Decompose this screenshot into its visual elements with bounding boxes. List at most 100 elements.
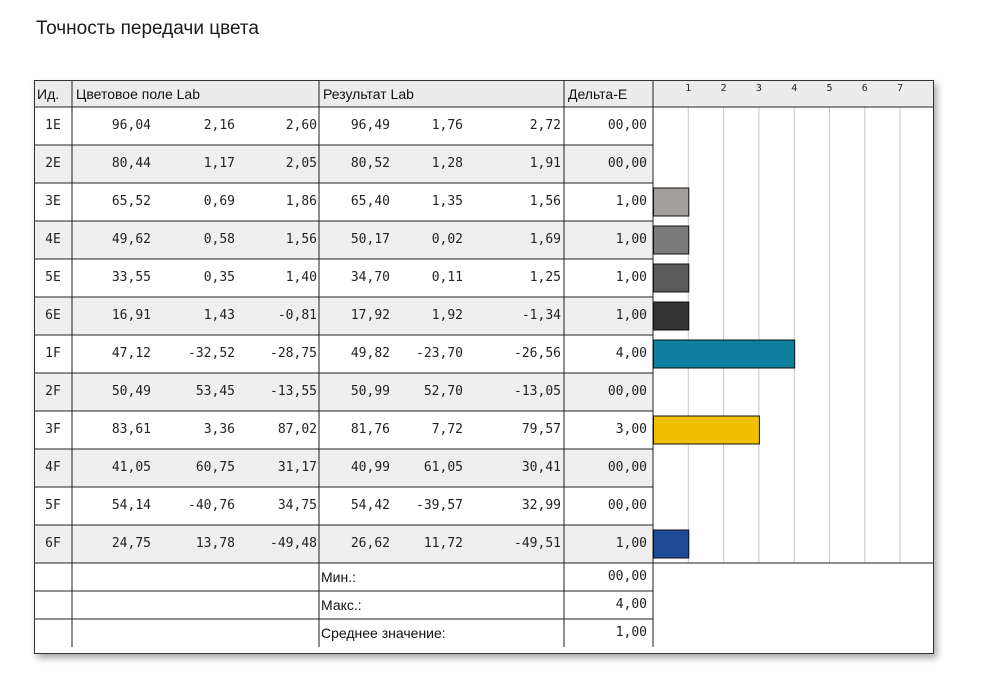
result-lab-value: 50,99: [350, 384, 390, 399]
result-lab-value: 0,11: [431, 270, 463, 285]
delta-e-value: 00,00: [607, 498, 647, 513]
target-lab-value: 1,86: [285, 194, 317, 209]
result-lab-value: 7,72: [431, 422, 463, 437]
table-row-background: [35, 449, 653, 487]
target-lab-value: 53,45: [195, 384, 235, 399]
x-tick-label: 4: [791, 83, 798, 94]
result-lab-value: 79,57: [521, 422, 561, 437]
result-lab-value: 1,91: [529, 156, 561, 171]
result-lab-value: -49,51: [514, 536, 561, 551]
delta-e-value: 1,00: [615, 194, 647, 209]
target-lab-value: 1,40: [285, 270, 317, 285]
chart-bar-1f: [653, 339, 796, 369]
delta-e-value: 3,00: [615, 422, 647, 437]
target-lab-value: 2,16: [203, 118, 235, 133]
row-id: 4F: [45, 460, 61, 475]
result-lab-value: 54,42: [350, 498, 390, 513]
target-lab-value: 1,56: [285, 232, 317, 247]
result-lab-value: 65,40: [350, 194, 390, 209]
target-lab-value: 1,17: [203, 156, 235, 171]
delta-e-value: 00,00: [607, 118, 647, 133]
chart-bar-3f: [653, 415, 760, 445]
result-lab-value: 49,82: [350, 346, 390, 361]
target-lab-value: 80,44: [111, 156, 151, 171]
row-id: 6E: [45, 308, 61, 323]
result-lab-value: 1,25: [529, 270, 561, 285]
table-row-background: [35, 525, 653, 563]
target-lab-value: -49,48: [270, 536, 317, 551]
target-lab-value: -28,75: [270, 346, 317, 361]
summary-value: 00,00: [607, 569, 647, 584]
page-title: Точность передачи цвета: [36, 18, 259, 39]
table-row-background: [35, 297, 653, 335]
summary-label: Мин.:: [321, 569, 356, 585]
row-id: 6F: [45, 536, 61, 551]
result-lab-value: 30,41: [521, 460, 561, 475]
chart-bar-5e: [653, 263, 690, 293]
row-id: 2F: [45, 384, 61, 399]
row-id: 5E: [45, 270, 61, 285]
delta-e-value: 00,00: [607, 460, 647, 475]
result-lab-value: 26,62: [350, 536, 390, 551]
result-lab-value: -26,56: [514, 346, 561, 361]
chart-bar-6f: [653, 529, 690, 559]
delta-e-value: 1,00: [615, 232, 647, 247]
target-lab-value: -40,76: [188, 498, 235, 513]
target-lab-value: -0,81: [277, 308, 317, 323]
x-tick-label: 7: [897, 83, 904, 94]
target-lab-value: 49,62: [111, 232, 151, 247]
target-lab-value: 47,12: [111, 346, 151, 361]
header-background: [35, 81, 933, 107]
summary-value: 1,00: [615, 625, 647, 640]
row-id: 1F: [45, 346, 61, 361]
target-lab-value: 1,43: [203, 308, 235, 323]
table-row-background: [35, 259, 653, 297]
target-lab-value: 83,61: [111, 422, 151, 437]
target-lab-value: 24,75: [111, 536, 151, 551]
target-lab-value: 2,05: [285, 156, 317, 171]
result-lab-value: 1,76: [431, 118, 463, 133]
row-id: 2E: [45, 156, 61, 171]
target-lab-value: 65,52: [111, 194, 151, 209]
table-row-background: [35, 335, 653, 373]
result-lab-value: -13,05: [514, 384, 561, 399]
target-lab-value: 33,55: [111, 270, 151, 285]
x-tick-label: 5: [826, 83, 833, 94]
result-lab-value: 1,69: [529, 232, 561, 247]
target-lab-value: 16,91: [111, 308, 151, 323]
delta-e-value: 4,00: [615, 346, 647, 361]
x-tick-label: 1: [685, 83, 692, 94]
color-accuracy-table: Ид. Цветовое поле Lab Результат Lab Дель…: [34, 80, 934, 654]
row-id: 1E: [45, 118, 61, 133]
result-lab-value: 0,02: [431, 232, 463, 247]
chart-bar-4e: [653, 225, 690, 255]
table-row-background: [35, 221, 653, 259]
header-delta-e: Дельта-E: [568, 86, 628, 102]
row-id: 3F: [45, 422, 61, 437]
result-lab-value: 1,35: [431, 194, 463, 209]
target-lab-value: 96,04: [111, 118, 151, 133]
table-row-background: [35, 145, 653, 183]
table-row-background: [35, 373, 653, 411]
x-tick-label: 6: [861, 83, 868, 94]
target-lab-value: -13,55: [270, 384, 317, 399]
table-row-background: [35, 183, 653, 221]
table-row-background: [35, 411, 653, 449]
result-lab-value: -23,70: [416, 346, 463, 361]
result-lab-value: 11,72: [423, 536, 463, 551]
summary-value: 4,00: [615, 597, 647, 612]
target-lab-value: 0,58: [203, 232, 235, 247]
result-lab-value: 52,70: [423, 384, 463, 399]
result-lab-value: -39,57: [416, 498, 463, 513]
target-lab-value: 34,75: [277, 498, 317, 513]
result-lab-value: -1,34: [521, 308, 561, 323]
target-lab-value: 0,35: [203, 270, 235, 285]
result-lab-value: 61,05: [423, 460, 463, 475]
table-row-background: [35, 487, 653, 525]
chart-bar-3e: [653, 187, 690, 217]
summary-label: Макс.:: [321, 597, 362, 613]
result-lab-value: 2,72: [529, 118, 561, 133]
delta-e-value: 1,00: [615, 270, 647, 285]
delta-e-value: 00,00: [607, 384, 647, 399]
target-lab-value: 87,02: [277, 422, 317, 437]
